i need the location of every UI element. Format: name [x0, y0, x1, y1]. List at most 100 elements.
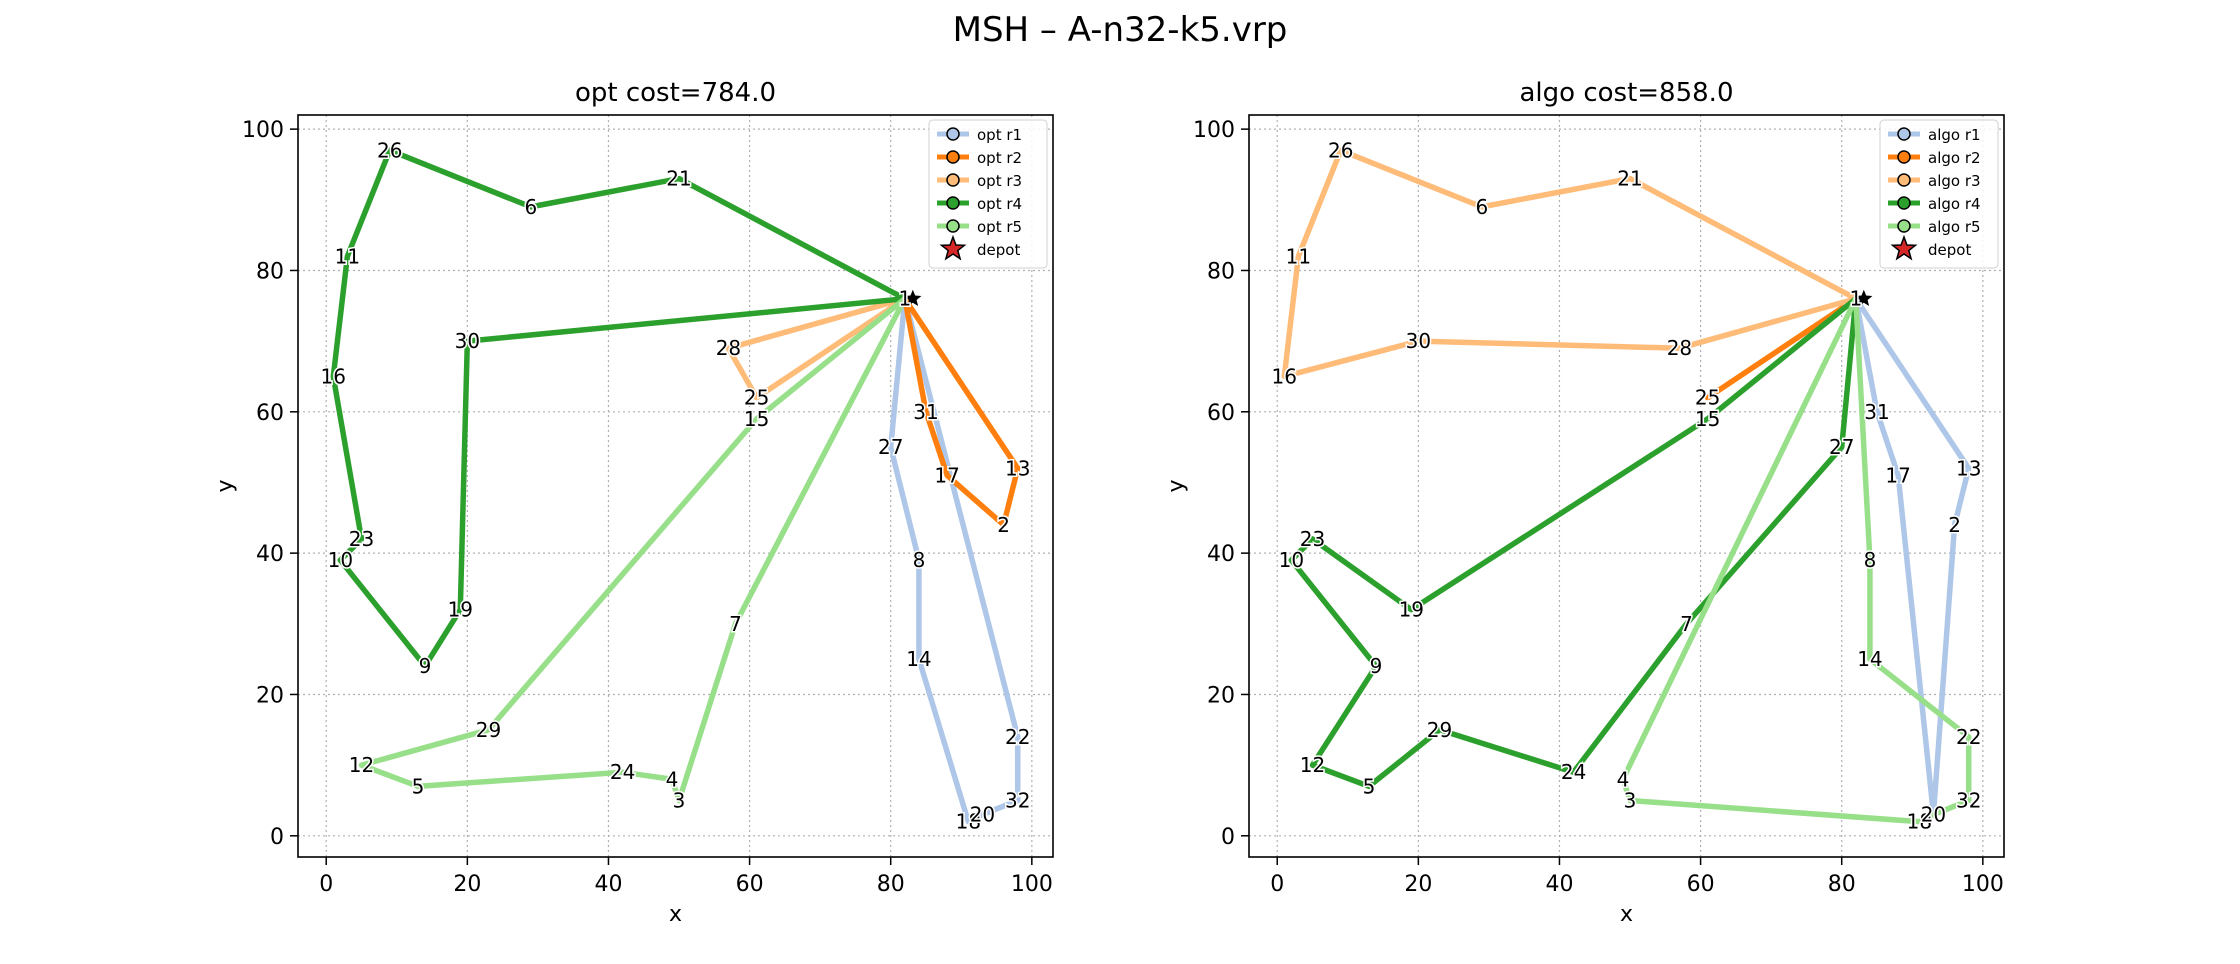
y-tick-label: 0	[1221, 825, 1235, 850]
y-tick-label: 40	[1207, 542, 1235, 567]
legend-entry: opt r1	[977, 126, 1022, 144]
node-label: 30	[1406, 329, 1431, 353]
node-label: 5	[412, 774, 425, 798]
depot-marker	[1855, 289, 1873, 306]
node-label: 32	[1956, 788, 1981, 812]
legend-depot-marker	[1890, 234, 1918, 261]
node-label: 22	[1956, 725, 1981, 749]
legend-swatch-marker	[1897, 173, 1911, 187]
legend-entry-depot: depot	[977, 241, 1020, 259]
legend-entry: opt r2	[977, 149, 1022, 167]
node-label: 15	[744, 407, 769, 431]
legend-entry: algo r4	[1928, 195, 1981, 213]
y-tick-label: 60	[256, 401, 284, 426]
node-label: 15	[1695, 407, 1720, 431]
x-axis-label: x	[669, 902, 682, 927]
node-label: 20	[1921, 803, 1946, 827]
y-tick-label: 20	[256, 683, 284, 708]
node-label: 30	[455, 329, 480, 353]
x-tick-label: 80	[877, 872, 905, 897]
node-label: 17	[1885, 463, 1910, 487]
legend-swatch-marker	[946, 196, 960, 210]
node-label: 18	[956, 810, 981, 834]
x-tick-label: 40	[594, 872, 622, 897]
node-label: 17	[934, 463, 959, 487]
y-tick-label: 0	[270, 825, 284, 850]
x-tick-label: 20	[453, 872, 481, 897]
y-tick-label: 100	[242, 118, 284, 143]
node-label: 27	[878, 435, 903, 459]
node-label: 14	[906, 647, 931, 671]
y-tick-label: 40	[256, 542, 284, 567]
node-label: 23	[1300, 527, 1325, 551]
legend-entry: algo r1	[1928, 126, 1981, 144]
legend-depot-marker	[939, 234, 967, 261]
node-label: 10	[1279, 548, 1304, 572]
y-tick-label: 60	[1207, 401, 1235, 426]
legend-entry: opt r5	[977, 218, 1022, 236]
node-label: 26	[377, 138, 402, 162]
route-line-3	[1281, 147, 1859, 380]
node-label: 9	[1370, 654, 1383, 678]
node-label: 13	[1005, 456, 1030, 480]
axes-frame	[1248, 114, 2005, 858]
x-axis-label: x	[1620, 902, 1633, 927]
node-label: 16	[1272, 364, 1297, 388]
node-label: 24	[610, 760, 635, 784]
node-label: 3	[673, 788, 686, 812]
route-line-4	[1288, 295, 1859, 790]
legend-entry: algo r5	[1928, 218, 1981, 236]
x-tick-label: 100	[1962, 872, 2004, 897]
panel-2: 0 20 40 60 80 1000204060801002345678910111213…	[1164, 78, 2005, 927]
panel-subtitle: algo cost=858.0	[1520, 78, 1734, 108]
node-label: 25	[1695, 386, 1720, 410]
route-line-3	[725, 295, 908, 401]
x-tick-label: 40	[1545, 872, 1573, 897]
axes-frame	[297, 114, 1054, 858]
node-label: 19	[448, 598, 473, 622]
node-label: 21	[666, 167, 691, 191]
route-line-2	[902, 295, 1021, 528]
node-label: 11	[335, 244, 360, 268]
node-label: 4	[666, 767, 679, 791]
node-label: 22	[1005, 725, 1030, 749]
node-label: 27	[1829, 435, 1854, 459]
node-label: 5	[1363, 774, 1376, 798]
legend-swatch-marker	[1897, 219, 1911, 233]
node-label: 28	[1667, 336, 1692, 360]
node-label: 8	[1864, 548, 1877, 572]
x-tick-label: 0	[319, 872, 333, 897]
node-label: 14	[1857, 647, 1882, 671]
node-label: 21	[1617, 167, 1642, 191]
y-axis-label: y	[213, 479, 238, 492]
legend-entry: opt r4	[977, 195, 1022, 213]
legend-entry: algo r2	[1928, 149, 1981, 167]
node-label: 12	[349, 753, 374, 777]
node-label: 12	[1300, 753, 1325, 777]
y-axis-label: y	[1164, 479, 1189, 492]
y-tick-label: 100	[1193, 118, 1235, 143]
legend-swatch-marker	[946, 219, 960, 233]
node-label: 23	[349, 527, 374, 551]
node-label: 2	[997, 513, 1010, 537]
legend-entry: algo r3	[1928, 172, 1981, 190]
node-label: 26	[1328, 138, 1353, 162]
node-label: 24	[1561, 760, 1586, 784]
x-tick-label: 20	[1404, 872, 1432, 897]
node-label: 10	[328, 548, 353, 572]
node-label: 11	[1286, 244, 1311, 268]
node-label: 31	[1864, 400, 1889, 424]
node-label: 28	[716, 336, 741, 360]
legend-swatch-marker	[1897, 196, 1911, 210]
x-tick-label: 80	[1828, 872, 1856, 897]
y-tick-label: 20	[1207, 683, 1235, 708]
route-line-4	[330, 147, 908, 669]
panel-subtitle: opt cost=784.0	[575, 78, 776, 108]
legend-swatch-marker	[946, 173, 960, 187]
node-label: 9	[419, 654, 432, 678]
node-label: 3	[1624, 788, 1637, 812]
legend-swatch-marker	[946, 150, 960, 164]
depot-marker	[904, 289, 922, 306]
